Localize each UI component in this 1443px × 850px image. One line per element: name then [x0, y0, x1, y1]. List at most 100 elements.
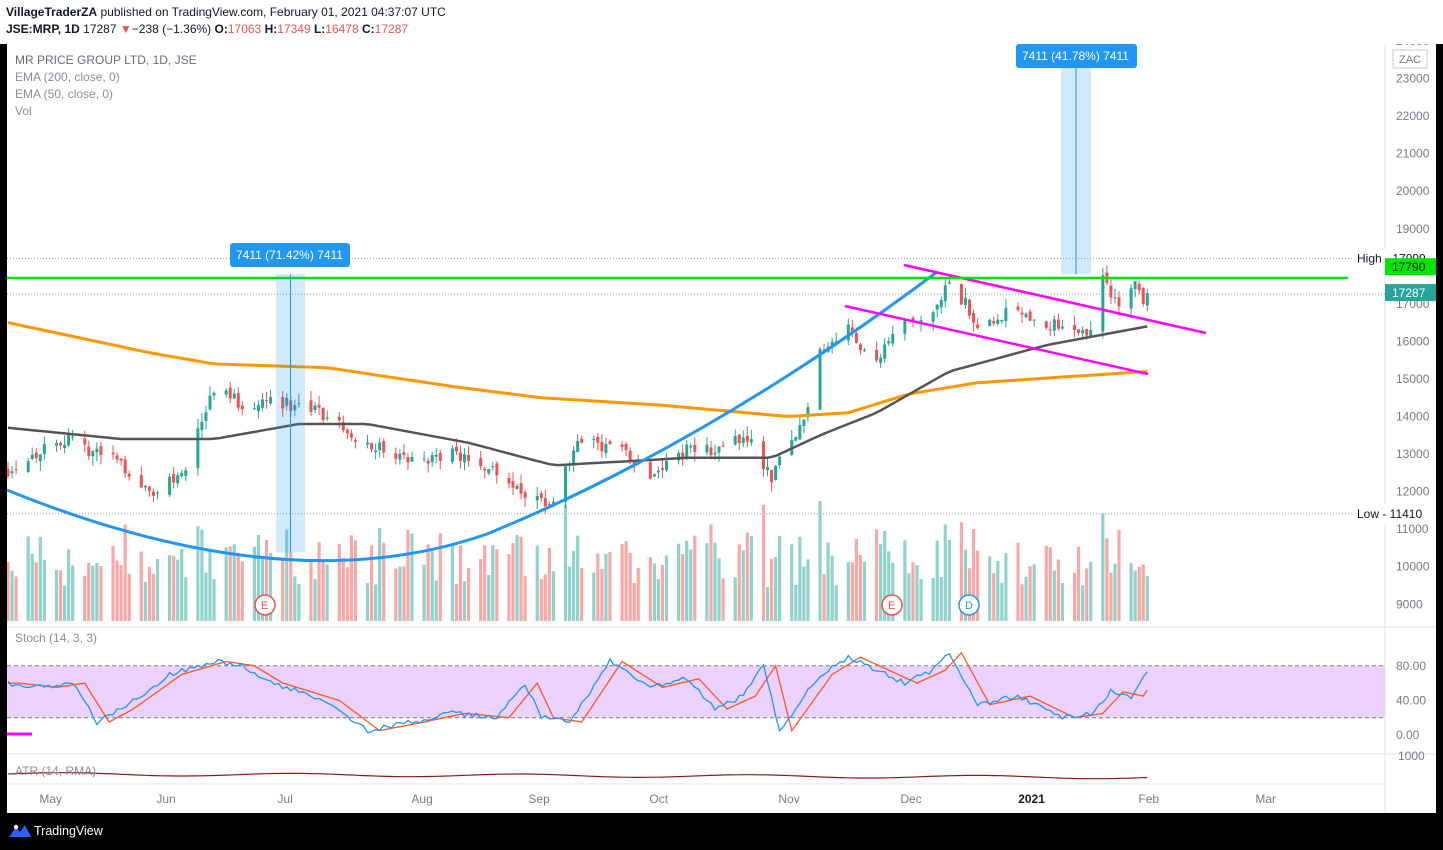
- volume-bar: [907, 573, 911, 621]
- volume-bar: [745, 532, 749, 621]
- candle-body: [539, 493, 543, 499]
- candle-body: [495, 463, 499, 476]
- measure-label: 7411 (41.78%) 7411: [1022, 49, 1129, 63]
- candle-body: [1020, 312, 1024, 315]
- price-tick: 23000: [1396, 72, 1430, 86]
- candle-body: [564, 466, 568, 502]
- stoch-tick: 0.00: [1396, 728, 1420, 742]
- candle-body: [87, 446, 91, 457]
- price-tick: 15000: [1396, 372, 1430, 386]
- volume-bar: [850, 562, 854, 621]
- chart-panel[interactable]: 7411 (71.42%) 7411 7411 (41.78%) 7411 E E D 2…: [7, 44, 1436, 813]
- stoch-d-line: [8, 651, 1148, 733]
- candle-body: [507, 477, 511, 484]
- volume-bar: [976, 550, 980, 621]
- time-tick: 2021: [1018, 792, 1045, 806]
- volume-bar: [228, 546, 232, 621]
- candle-body: [63, 444, 67, 449]
- candle-body: [252, 408, 256, 410]
- volume-bar: [798, 536, 802, 621]
- candle-body: [353, 440, 357, 442]
- candle-body: [1004, 307, 1008, 322]
- candle-body: [99, 446, 103, 455]
- volume-bar: [42, 559, 46, 621]
- volume-bar: [297, 583, 301, 621]
- volume-bar: [341, 557, 345, 621]
- volume-bar: [115, 560, 119, 621]
- candle-body: [620, 444, 624, 447]
- volume-bar: [406, 529, 410, 621]
- legend-ema50: EMA (50, close, 0): [15, 87, 114, 101]
- volume-bar: [353, 540, 358, 621]
- volume-bar: [1117, 529, 1121, 621]
- candle-body: [172, 473, 176, 483]
- time-tick: Sep: [528, 792, 550, 806]
- volume-bar: [67, 549, 71, 621]
- candle-body: [818, 348, 822, 410]
- candle-body: [911, 317, 915, 321]
- channel-upper-line: [903, 263, 1207, 335]
- candle-body: [931, 312, 935, 322]
- close-label: C:: [362, 22, 375, 36]
- tradingview-logo-icon[interactable]: [8, 823, 32, 839]
- candle-body: [721, 445, 725, 447]
- candle-body: [988, 319, 992, 327]
- volume-bar: [58, 570, 63, 621]
- candle-body: [959, 283, 963, 305]
- tradingview-brand[interactable]: TradingView: [34, 824, 103, 838]
- price-change: −238 (−1.36%): [131, 22, 212, 36]
- candle-body: [228, 387, 232, 399]
- price-tick: 12000: [1396, 485, 1430, 499]
- price-tick: 10000: [1396, 560, 1430, 574]
- volume-bar: [365, 583, 370, 621]
- volume-bar: [252, 546, 257, 621]
- candle-body: [297, 403, 301, 405]
- chart-svg[interactable]: 7411 (71.42%) 7411 7411 (41.78%) 7411 E E D 2…: [7, 44, 1436, 813]
- candle-body: [802, 419, 806, 427]
- candle-body: [236, 393, 240, 408]
- candle-body: [240, 405, 244, 410]
- earnings-event-icon: [881, 594, 903, 616]
- volume-bar: [426, 544, 430, 621]
- volume-bar: [196, 526, 200, 621]
- low-label: Low - 11410: [1357, 507, 1422, 521]
- candle-body: [741, 437, 745, 444]
- candle-body: [325, 417, 329, 419]
- candle-body: [95, 448, 99, 453]
- candle-body: [592, 438, 596, 441]
- candle-body: [139, 475, 143, 488]
- volume-bar: [1145, 576, 1149, 621]
- volume-bar: [285, 529, 289, 621]
- volume-bar: [264, 539, 269, 621]
- price-tick: 16000: [1396, 334, 1430, 348]
- candle-body: [7, 468, 10, 477]
- candle-body: [1137, 283, 1141, 291]
- volume-bar: [717, 558, 721, 621]
- volume-bar: [1141, 564, 1145, 621]
- author-name[interactable]: VillageTraderZA: [6, 5, 98, 19]
- last-price-badge: [1385, 284, 1436, 302]
- candle-body: [693, 444, 697, 452]
- volume-bar: [1056, 559, 1060, 621]
- candle-body: [685, 444, 689, 458]
- candle-body: [309, 400, 313, 412]
- volume-bar: [822, 573, 826, 621]
- candle-body: [1024, 313, 1028, 318]
- candle-body: [972, 312, 976, 323]
- volume-bar: [260, 557, 265, 621]
- volume-bar: [487, 574, 491, 621]
- volume-bar: [281, 558, 285, 621]
- volume-bar: [434, 580, 438, 621]
- candle-body: [123, 459, 127, 474]
- time-tick: Jul: [277, 792, 292, 806]
- last-price: 17287: [83, 22, 117, 36]
- price-tick: 20000: [1396, 184, 1430, 198]
- volume-bar: [1105, 538, 1109, 621]
- volume-bar: [689, 549, 693, 621]
- measure-label-bg: [230, 243, 350, 267]
- volume-bar: [802, 566, 806, 621]
- candle-body: [660, 468, 664, 470]
- volume-bar: [458, 545, 463, 621]
- candle-body: [1028, 311, 1032, 321]
- candle-body: [269, 396, 273, 404]
